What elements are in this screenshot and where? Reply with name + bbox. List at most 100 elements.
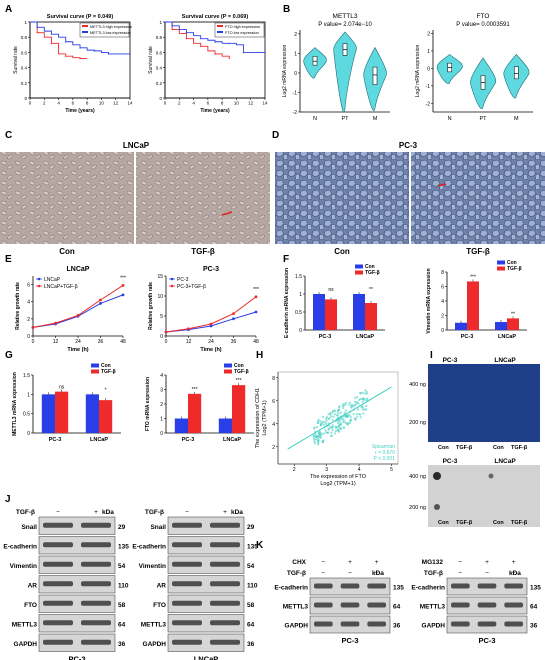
censor-mark: + (185, 36, 188, 41)
y-tick-label: 6 (27, 283, 30, 289)
blot-band (477, 602, 497, 608)
scatter-point (338, 424, 341, 427)
legend-swatch (224, 369, 232, 374)
x-tick-label: 6 (207, 101, 210, 106)
data-point (254, 295, 258, 299)
legend-label: Con (507, 260, 517, 266)
scatter-point (327, 417, 330, 421)
y-axis-label: METTL3 mRNA expression (12, 372, 18, 436)
scatter-point (359, 397, 362, 401)
scatter-point (330, 431, 333, 434)
blot-row-label: Vimentin (10, 563, 37, 570)
arrow-red-D (437, 183, 447, 187)
data-point (232, 317, 235, 321)
micrographs: LNCaP PC-3 Con TGF-β Con TGF-β (0, 141, 545, 256)
blot-row-label: Vimentin (139, 563, 166, 570)
bar-TGF-β-LNCaP (365, 303, 377, 330)
significance-label: ** (511, 311, 515, 317)
scatter-point (325, 417, 328, 420)
panel-letter-K: K (256, 540, 264, 551)
scatter-point (339, 427, 342, 430)
blot-kda-value: 110 (247, 582, 258, 589)
significance-label: *** (236, 378, 242, 384)
chart-G1-axes: 0 0.5 1 1.5 METTL3 mRNA expression PC-3 ns LNCa… (12, 363, 121, 443)
chart-subtitle: P value= 0.0003591 (456, 22, 510, 28)
data-point (187, 327, 190, 331)
bar-Con-LNCaP (85, 394, 99, 433)
scatter-point (355, 412, 358, 416)
blot-band (172, 542, 202, 548)
x-tick-label: 10 (234, 101, 240, 106)
significance-label: *** (120, 275, 126, 281)
scatter-point (323, 421, 326, 424)
blot-band (210, 561, 240, 567)
panel-letter-D: D (272, 130, 279, 141)
blot-header-sign: − (485, 570, 489, 577)
y-tick-label: 1 (159, 20, 162, 25)
blot-cell-label: LNCaP (194, 655, 219, 660)
micro-C-title: LNCaP (123, 141, 150, 150)
x-tick-label: PC-3 (319, 334, 332, 340)
series-line-2 (30, 21, 130, 55)
scatter-point (314, 433, 317, 436)
x-axis-label: Time (years) (200, 108, 230, 114)
blot-row-label: E-cadherin (411, 585, 445, 592)
blot-kda-value: 36 (393, 623, 401, 630)
y-tick-label: 1 (294, 51, 297, 57)
legend-label: TGF-β (507, 266, 522, 272)
blot-cell-label: PC-3 (68, 655, 85, 660)
data-point (121, 293, 125, 297)
x-tick-label: 4 (358, 467, 361, 473)
y-axis-label: The expression of CDH1 (255, 388, 261, 448)
panel-letter-E: E (5, 254, 12, 265)
dotblot-bot-row1: 400 ng (409, 474, 426, 480)
blot-kda-value: 64 (393, 604, 401, 611)
x-tick-label: 0 (32, 339, 35, 345)
bar-TGF-β-PC-3 (55, 391, 69, 433)
scatter-point (342, 419, 345, 422)
scatter-point (352, 405, 355, 408)
y-tick-label: -1 (293, 90, 298, 96)
scatter-point (318, 434, 321, 437)
scatter-point (354, 417, 357, 420)
blot-membrane (38, 633, 116, 652)
scatter-point (340, 411, 343, 414)
blot-row-label: FTO (24, 602, 37, 609)
scatter-point (362, 397, 365, 400)
legend-swatch (91, 369, 99, 374)
blot-row-label: E-cadherin (3, 543, 37, 550)
bar-Con-PC-3 (41, 394, 55, 433)
blot-kda-label: kDa (372, 570, 384, 577)
legend-swatch (217, 25, 223, 27)
blot-band (43, 542, 73, 548)
blot-header-sign: + (223, 509, 227, 516)
blot-treat-label: MG132 (422, 559, 444, 566)
series-line-2 (165, 21, 265, 53)
x-tick-label: 24 (75, 339, 81, 345)
y-tick-label: 1 (27, 392, 30, 398)
x-tick-label: PC-3 (182, 437, 195, 443)
scatter-point (317, 432, 320, 435)
blot-kda-value: 36 (247, 641, 255, 648)
chart-F1-axes: 0 0.5 1 1.5 E-cadherin mRNA expression PC-3 ns… (284, 264, 385, 340)
scatter-point (358, 413, 361, 416)
x-tick-label: 12 (186, 339, 192, 345)
blot-band (210, 542, 240, 548)
y-axis-label: Log2 mRNA expression (415, 45, 421, 98)
scatter-point (360, 405, 363, 408)
panel-letters: A B C D E F G H I J K (5, 4, 433, 551)
scatter-point (329, 412, 332, 415)
scatter-point (330, 426, 334, 429)
x-axis-label: Time (h) (67, 347, 88, 353)
blot-header-label: TGF-β (16, 509, 35, 516)
blot-treat-sign: + (485, 559, 489, 566)
violin-box (372, 66, 378, 85)
bar-Con-PC-3 (313, 294, 325, 330)
censor-mark: + (214, 39, 217, 44)
micro-C-tgf-label: TGF-β (191, 247, 215, 256)
blot-band (210, 581, 240, 587)
scatter-point (319, 419, 322, 423)
blot-kda-label: kDa (231, 509, 243, 516)
